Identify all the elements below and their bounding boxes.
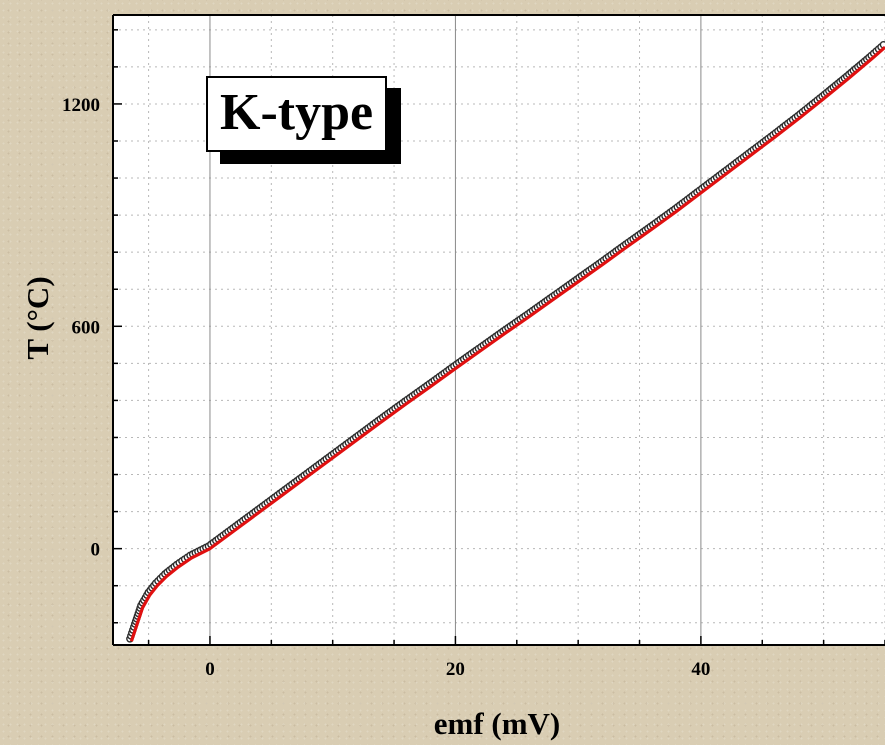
y-tick-label: 1200 [62, 95, 100, 116]
y-tick-label: 600 [72, 317, 101, 338]
x-axis-label: emf (mV) [434, 706, 561, 741]
fit-line [129, 46, 885, 642]
series-layer [126, 40, 885, 643]
chart-title: K-type [206, 76, 388, 152]
tick-labels: 0 20 40 0 600 1200 [62, 95, 710, 680]
y-axis-label: T (°C) [20, 276, 55, 359]
x-tick-label: 20 [446, 659, 465, 680]
x-tick-label: 0 [205, 659, 215, 680]
x-tick-label: 40 [691, 659, 710, 680]
y-tick-label: 0 [91, 540, 101, 561]
minor-grid [113, 15, 885, 645]
ticks [113, 29, 885, 645]
